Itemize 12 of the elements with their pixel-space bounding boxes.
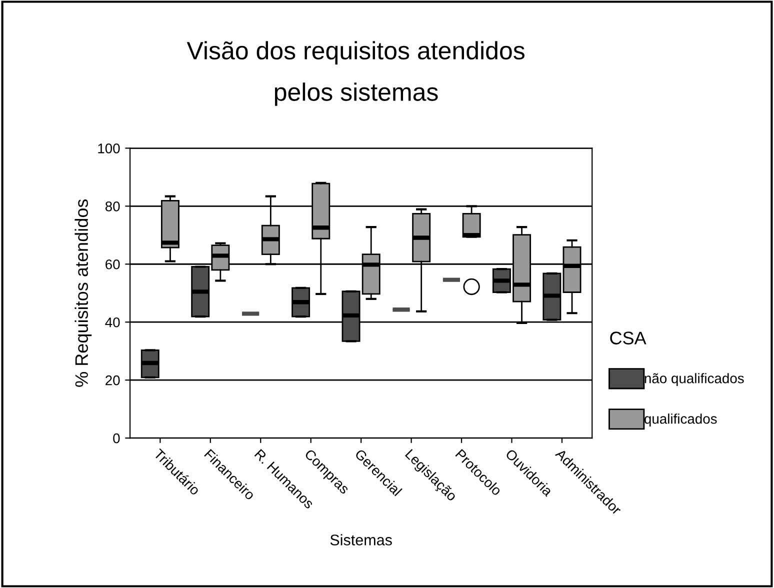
x-axis-title: Sistemas <box>330 534 392 546</box>
y-tick-label: 80 <box>105 201 120 212</box>
y-axis-title: % Requisitos atendidos <box>74 199 92 387</box>
y-tick-label: 0 <box>113 433 120 444</box>
legend-label: não qualificados <box>644 373 744 386</box>
y-tick-label: 40 <box>105 317 120 328</box>
y-tick-label: 100 <box>98 144 120 154</box>
y-tick-label: 20 <box>106 375 120 386</box>
chart-title: Visão dos requisitos atendidos pelos sistemas <box>186 41 524 106</box>
y-tick-label: 60 <box>106 259 120 270</box>
legend-title: CSA <box>610 332 646 344</box>
legend-label: qualificados <box>644 414 717 427</box>
